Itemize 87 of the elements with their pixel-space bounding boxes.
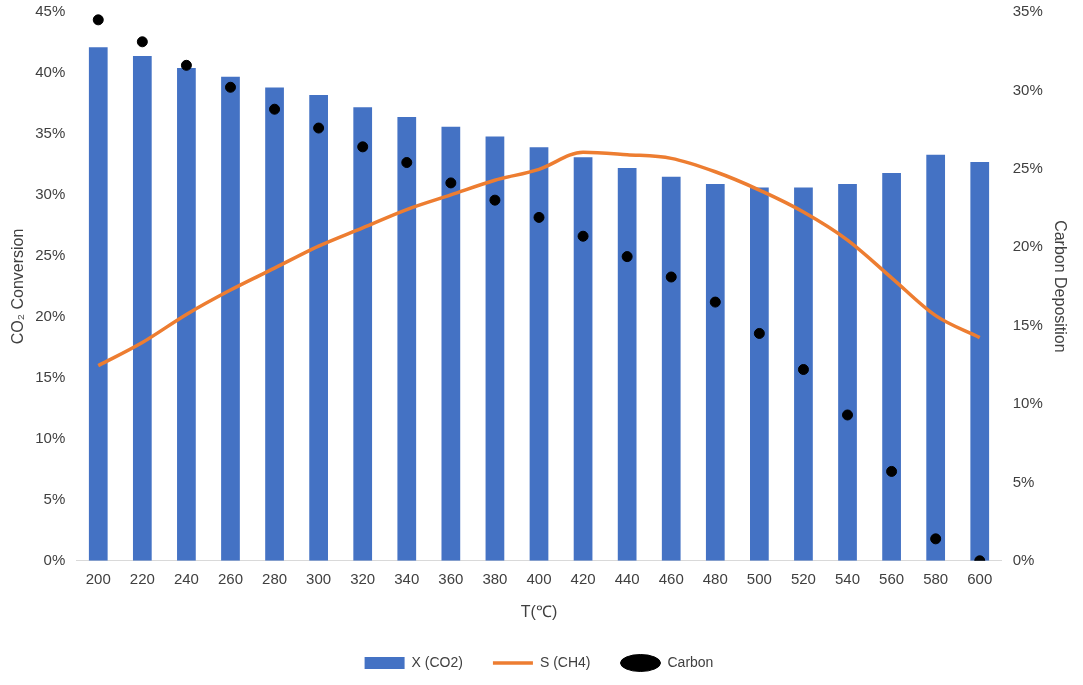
y-tick-label: 5% bbox=[43, 489, 66, 507]
y2-axis-title: Carbon Deposition bbox=[1051, 220, 1069, 353]
point bbox=[224, 81, 236, 93]
bar bbox=[177, 68, 196, 561]
y-axis-title: CO₂ Conversion bbox=[9, 228, 27, 345]
x-tick-label: 300 bbox=[306, 569, 332, 587]
legend-label: Carbon bbox=[667, 653, 714, 670]
x-tick-label: 420 bbox=[570, 569, 596, 587]
point bbox=[665, 271, 677, 283]
bar bbox=[661, 176, 681, 561]
x-tick-label: 340 bbox=[394, 569, 420, 587]
point bbox=[753, 327, 765, 339]
y2-tick-label: 35% bbox=[1012, 2, 1043, 20]
point bbox=[92, 14, 104, 26]
bar bbox=[970, 162, 990, 561]
point bbox=[357, 141, 369, 153]
bar bbox=[353, 107, 373, 561]
point bbox=[930, 533, 942, 545]
y-tick-label: 0% bbox=[43, 550, 66, 568]
y2-tick-label: 15% bbox=[1012, 315, 1043, 333]
bar bbox=[617, 168, 637, 561]
y-tick-label: 20% bbox=[35, 307, 66, 325]
x-tick-label: 320 bbox=[350, 569, 376, 587]
bar bbox=[441, 126, 461, 561]
line-series bbox=[96, 150, 982, 368]
x-tick-label: 400 bbox=[526, 569, 552, 587]
x-tick-label: 520 bbox=[790, 569, 816, 587]
point bbox=[401, 157, 413, 169]
x-tick-label: 600 bbox=[967, 569, 993, 587]
y-tick-label: 30% bbox=[35, 185, 66, 203]
bar bbox=[573, 157, 593, 561]
y2-tick-label: 10% bbox=[1012, 394, 1043, 412]
x-tick-label: 240 bbox=[173, 569, 199, 587]
y2-tick-label: 5% bbox=[1012, 472, 1035, 490]
legend-label: S (CH4) bbox=[539, 653, 591, 670]
point bbox=[136, 36, 148, 48]
y2-tick-label: 25% bbox=[1012, 158, 1043, 176]
x-tick-label: 380 bbox=[482, 569, 508, 587]
bar bbox=[485, 136, 505, 561]
y-tick-label: 40% bbox=[35, 63, 66, 81]
point bbox=[886, 465, 898, 477]
point bbox=[797, 364, 809, 375]
bar bbox=[926, 154, 946, 561]
y-tick-label: 25% bbox=[35, 246, 66, 264]
point bbox=[489, 194, 501, 206]
bar bbox=[838, 183, 857, 561]
point bbox=[621, 251, 633, 263]
point bbox=[709, 296, 721, 308]
bar bbox=[750, 187, 769, 561]
bar bbox=[705, 183, 725, 561]
y2-tick-label: 30% bbox=[1012, 80, 1043, 98]
bar bbox=[882, 172, 901, 561]
bar bbox=[397, 116, 417, 561]
y2-tick-label: 20% bbox=[1012, 237, 1043, 255]
x-tick-label: 280 bbox=[262, 569, 288, 587]
bar bbox=[794, 187, 813, 561]
y-tick-label: 35% bbox=[35, 124, 66, 142]
bar bbox=[132, 55, 152, 561]
point bbox=[842, 409, 854, 421]
x-tick-label: 560 bbox=[879, 569, 905, 587]
x-tick-label: 360 bbox=[438, 569, 464, 587]
legend-label: X (CO2) bbox=[411, 653, 463, 670]
bar bbox=[265, 87, 284, 561]
bar bbox=[221, 76, 240, 561]
point bbox=[313, 122, 325, 134]
x-tick-label: 200 bbox=[85, 569, 111, 587]
x-axis-title: T(℃) bbox=[520, 602, 558, 620]
x-tick-label: 480 bbox=[702, 569, 728, 587]
x-tick-label: 580 bbox=[923, 569, 949, 587]
bar bbox=[88, 47, 108, 561]
y-tick-label: 10% bbox=[35, 428, 66, 446]
point bbox=[577, 230, 589, 242]
y-tick-label: 15% bbox=[35, 368, 66, 386]
x-tick-label: 500 bbox=[746, 569, 772, 587]
point bbox=[445, 177, 457, 189]
x-tick-label: 440 bbox=[614, 569, 640, 587]
x-tick-label: 460 bbox=[658, 569, 684, 587]
bar bbox=[309, 94, 328, 561]
bar bbox=[529, 147, 549, 561]
point bbox=[269, 103, 281, 115]
y2-tick-label: 0% bbox=[1012, 550, 1035, 568]
x-tick-label: 220 bbox=[129, 569, 155, 587]
point bbox=[180, 59, 192, 71]
x-tick-label: 540 bbox=[835, 569, 861, 587]
y-tick-label: 45% bbox=[35, 2, 66, 20]
x-tick-label: 260 bbox=[217, 569, 243, 587]
point bbox=[533, 211, 545, 223]
